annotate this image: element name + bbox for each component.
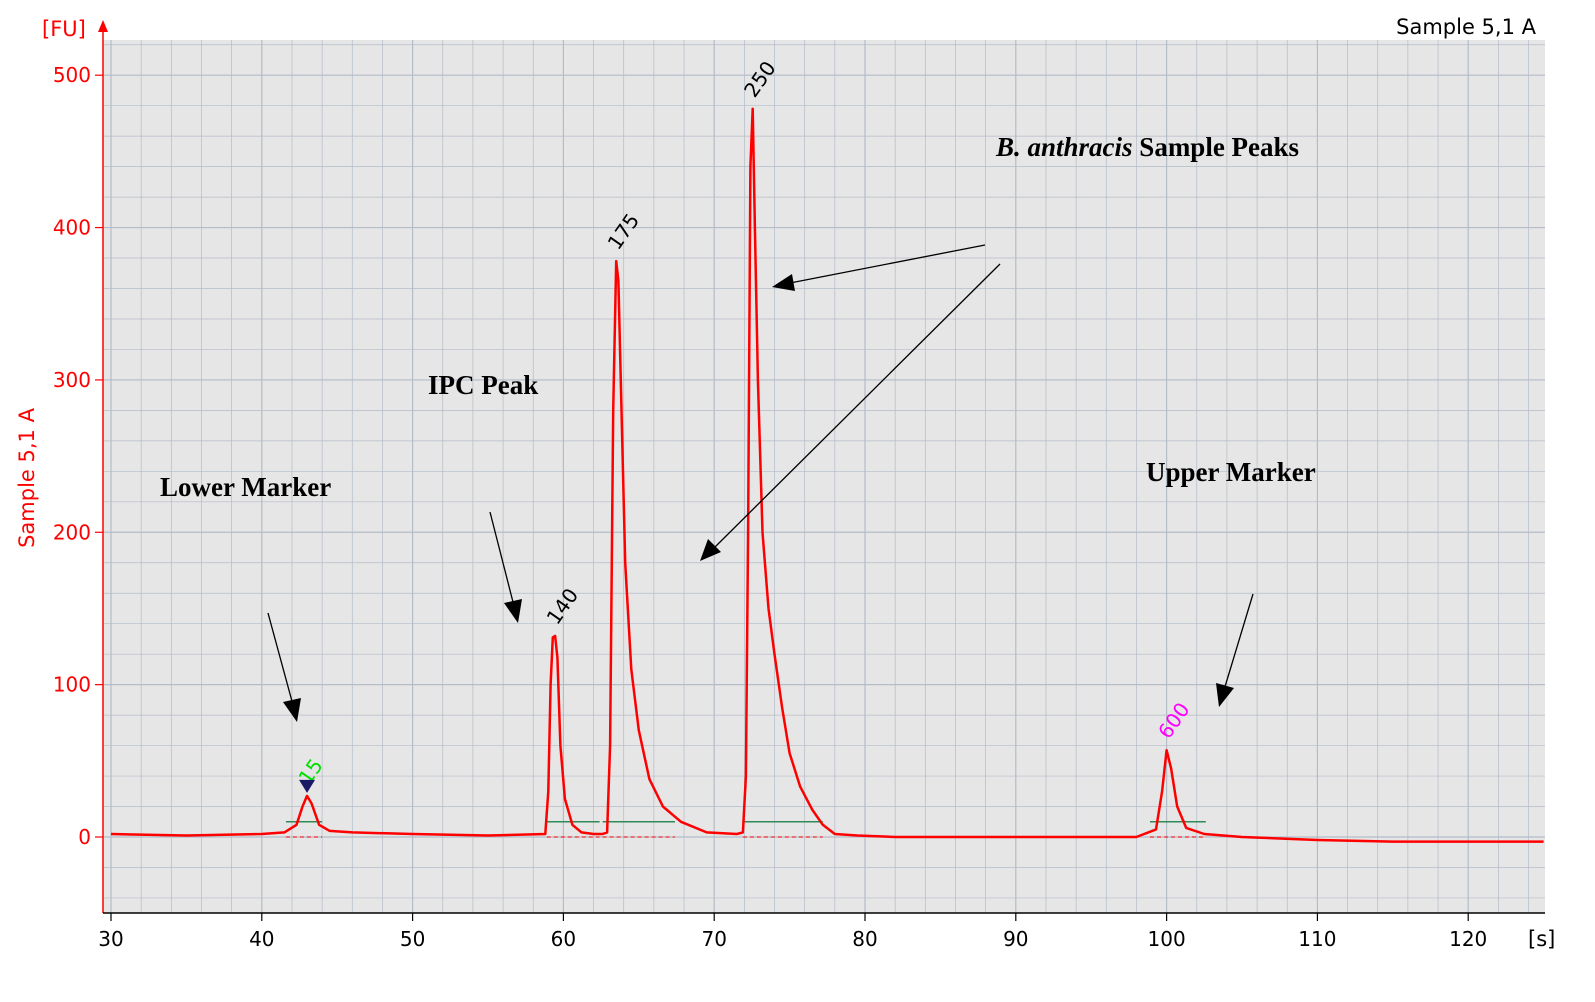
- x-tick-label: 110: [1298, 927, 1336, 951]
- arrow-ipc-peak: [489, 511, 515, 607]
- x-tick-label: 50: [400, 927, 425, 951]
- x-tick-label: 80: [852, 927, 877, 951]
- y-tick-label: 100: [53, 673, 91, 697]
- arrow-sample-peaks-1-head: [772, 274, 795, 291]
- lower-marker-triangle: [299, 779, 316, 793]
- arrow-upper-marker: [1223, 593, 1254, 691]
- annotation-lower-marker: Lower Marker: [160, 472, 331, 502]
- y-axis-label: Sample 5,1 A: [15, 407, 39, 547]
- x-tick-label: 120: [1449, 927, 1487, 951]
- y-tick-label: 400: [53, 216, 91, 240]
- y-tick-label: 200: [53, 520, 91, 544]
- arrow-lower-marker-head: [283, 698, 301, 722]
- grid: [103, 40, 1545, 913]
- annotation-sample-peaks-italic: B. anthracis: [995, 132, 1133, 162]
- annotation-arrows: [267, 244, 1254, 722]
- trace-line: [110, 107, 1544, 843]
- annotation-sample-peaks: B. anthracis Sample Peaks: [995, 132, 1299, 162]
- arrow-sample-peaks-2-head: [700, 539, 721, 561]
- peak-baselines: [285, 821, 1206, 838]
- x-tick-label: 70: [701, 927, 726, 951]
- arrow-sample-peaks-2: [713, 263, 1001, 549]
- annotation-sample-peaks-rest: Sample Peaks: [1133, 132, 1300, 162]
- y-unit-label: [FU]: [42, 17, 86, 41]
- x-tick-label: 30: [98, 927, 123, 951]
- arrow-ipc-peak-head: [504, 599, 522, 623]
- y-tick-label: 500: [53, 63, 91, 87]
- axes: 0 100 200 300 400 500 30 40 50 60 70 80 90 100 110 120: [53, 20, 1545, 951]
- x-tick-label: 90: [1003, 927, 1028, 951]
- y-tick-label: 300: [53, 368, 91, 392]
- y-axis-arrow: [98, 20, 108, 32]
- plot-area: [103, 40, 1545, 913]
- trace-layer: [110, 107, 1544, 843]
- sample-name: Sample 5,1 A: [1396, 15, 1536, 39]
- annotation-upper-marker: Upper Marker: [1146, 457, 1316, 487]
- x-tick-label: 100: [1148, 927, 1186, 951]
- annotation-ipc-peak: IPC Peak: [428, 370, 538, 400]
- arrow-lower-marker: [267, 612, 294, 706]
- y-tick-label: 0: [78, 825, 91, 849]
- x-unit-label: [s]: [1528, 927, 1555, 951]
- arrow-sample-peaks-1: [789, 244, 986, 284]
- x-tick-label: 60: [551, 927, 576, 951]
- x-tick-label: 40: [249, 927, 274, 951]
- arrow-upper-marker-head: [1216, 683, 1234, 707]
